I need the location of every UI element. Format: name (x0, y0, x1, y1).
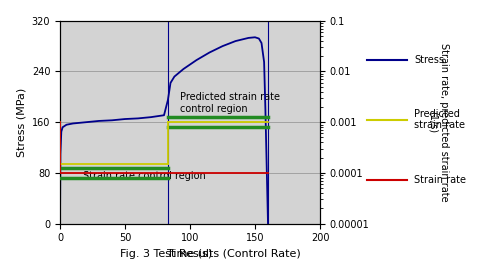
Text: Predicted
strain rate: Predicted strain rate (414, 109, 465, 131)
Text: Stress: Stress (414, 55, 444, 65)
Text: Fig. 3 Test Results (Control Rate): Fig. 3 Test Results (Control Rate) (120, 249, 300, 259)
Y-axis label: Stress (MPa): Stress (MPa) (16, 88, 26, 157)
Text: Strain rate control region: Strain rate control region (84, 171, 206, 181)
Y-axis label: Strain rate, predicted strain rate
(1/s): Strain rate, predicted strain rate (1/s) (428, 43, 450, 202)
Text: Strain rate: Strain rate (414, 174, 466, 185)
X-axis label: Time (s): Time (s) (168, 249, 212, 259)
Text: Predicted strain rate
control region: Predicted strain rate control region (180, 92, 280, 114)
